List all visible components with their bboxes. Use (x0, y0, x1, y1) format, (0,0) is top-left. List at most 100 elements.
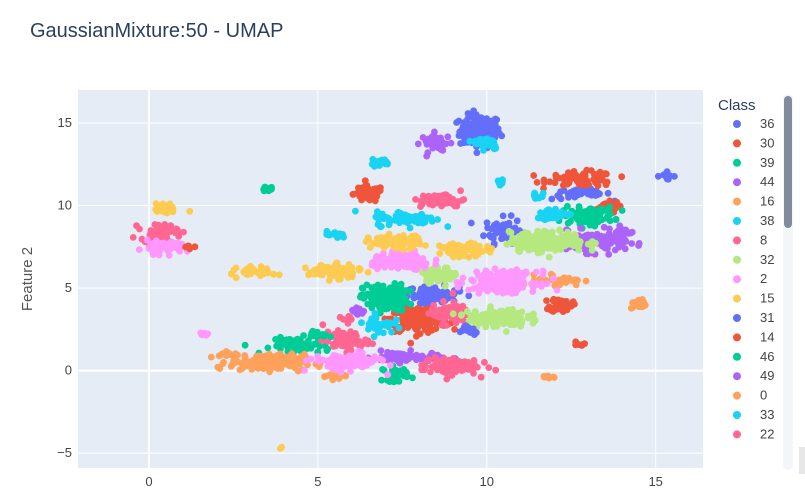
scatter-point (584, 240, 592, 248)
series-15 (152, 200, 496, 452)
scatter-point (507, 212, 515, 220)
scatter-point (410, 215, 417, 222)
scatter-point (505, 283, 512, 291)
series-32 (419, 226, 599, 335)
legend-item-44[interactable]: 44 (733, 174, 774, 189)
scatter-point (251, 361, 259, 368)
scatter-point (510, 275, 517, 283)
scatter-point (387, 239, 395, 247)
scatter-point (384, 301, 392, 309)
scatter-point (395, 357, 402, 365)
scatter-point (271, 359, 279, 366)
scatter-point (278, 443, 286, 451)
scatter-point (533, 179, 541, 186)
scatter-point (436, 242, 443, 250)
scatter-point (441, 289, 449, 297)
legend-item-31[interactable]: 31 (733, 310, 774, 325)
legend-item-46[interactable]: 46 (733, 349, 774, 364)
scatter-point (511, 313, 519, 321)
scatter-point (491, 225, 499, 233)
scatter-point (152, 200, 160, 208)
legend-item-8[interactable]: 8 (733, 232, 767, 247)
scatter-point (310, 266, 318, 274)
scatter-point (574, 208, 582, 216)
legend-scrollbar-track[interactable] (783, 94, 793, 470)
legend-item-33[interactable]: 33 (733, 407, 774, 422)
scatter-point (511, 224, 519, 232)
scatter-point (587, 205, 595, 213)
scatter-point (161, 204, 169, 212)
legend-item-36[interactable]: 36 (733, 116, 774, 131)
scatter-point (508, 289, 516, 297)
legend-item-0[interactable]: 0 (733, 388, 767, 403)
legend-item-15[interactable]: 15 (733, 291, 774, 306)
scatter-point (412, 196, 419, 203)
scatter-point (604, 205, 612, 213)
scatter-point (383, 319, 391, 326)
scatter-point (563, 306, 570, 313)
scatter-point (430, 311, 437, 319)
scatter-point (489, 273, 497, 280)
scatter-point (600, 170, 608, 178)
scatter-point (321, 373, 328, 381)
scatter-point (478, 285, 486, 292)
scatter-point (486, 306, 494, 314)
scatter-point (523, 232, 531, 240)
scatter-point (467, 219, 475, 227)
legend-label: 16 (760, 194, 774, 209)
scatter-point (671, 173, 678, 180)
plot-area[interactable] (78, 90, 703, 468)
legend-marker (733, 217, 741, 225)
scatter-point (390, 261, 398, 268)
scatter-point (416, 355, 424, 363)
legend-item-16[interactable]: 16 (733, 194, 774, 209)
scatter-point (191, 243, 199, 251)
scatter-point (445, 305, 452, 313)
legend-item-2[interactable]: 2 (733, 271, 767, 286)
scatter-point (438, 321, 446, 328)
legend-item-14[interactable]: 14 (733, 329, 774, 344)
scatter-point (338, 365, 345, 373)
legend-item-32[interactable]: 32 (733, 252, 774, 267)
scatter-point (393, 283, 400, 290)
legend-item-22[interactable]: 22 (733, 426, 774, 441)
scatter-point (374, 265, 381, 273)
scatter-point (552, 171, 560, 179)
scatter-point (440, 355, 448, 362)
legend-scrollbar-thumb[interactable] (784, 96, 792, 228)
series-38 (323, 135, 574, 341)
scatter-point (471, 240, 478, 248)
scatter-point (392, 292, 400, 300)
scatter-point (495, 129, 503, 137)
scatter-point (302, 357, 310, 364)
scatter-point (364, 268, 372, 276)
legend-item-49[interactable]: 49 (733, 368, 774, 383)
scatter-point (414, 305, 422, 312)
legend-item-38[interactable]: 38 (733, 213, 774, 228)
scatter-point (441, 264, 449, 272)
scatter-point (638, 302, 645, 309)
scatter-point (401, 294, 409, 302)
scatter-point (478, 276, 485, 284)
scatter-point (277, 345, 284, 353)
scatter-point (504, 306, 512, 314)
scatter-point (477, 373, 485, 381)
scatter-point (327, 333, 334, 341)
legend-item-30[interactable]: 30 (733, 135, 774, 150)
legend-label: 31 (760, 310, 774, 325)
scatter-point (465, 292, 473, 300)
legend-label: 22 (760, 426, 774, 441)
scatter-point (564, 230, 572, 237)
scatter-point (300, 332, 307, 339)
scatter-point (394, 374, 401, 382)
scatter-point (602, 244, 610, 252)
legend-item-39[interactable]: 39 (733, 155, 774, 170)
scatter-point (416, 240, 424, 248)
legend[interactable]: 36 30 39 44 16 38 8 32 2 15 31 14 46 49 0 33 22 (733, 116, 774, 441)
scatter-point (557, 212, 565, 220)
scatter-point (473, 268, 480, 276)
y-tick-label: 5 (65, 280, 72, 295)
scatter-point (457, 311, 465, 319)
legend-marker (733, 275, 741, 284)
scatter-point (581, 340, 588, 348)
